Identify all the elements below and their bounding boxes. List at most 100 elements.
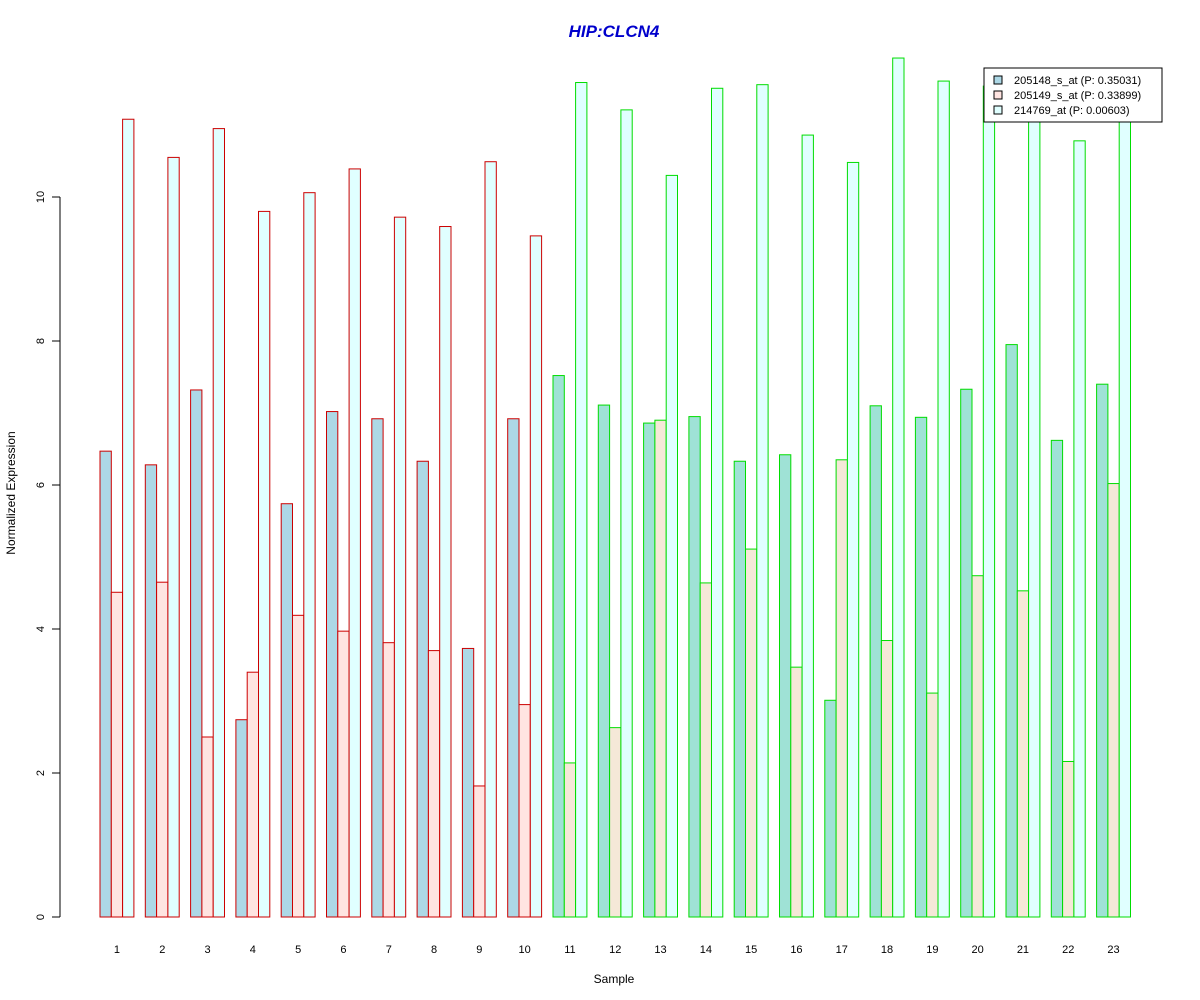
legend-entry: 205149_s_at (P: 0.33899) [1014,90,1141,102]
bar-14-series-2 [699,582,713,918]
x-tick-label: 17 [836,944,848,956]
x-tick-label: 22 [1062,944,1074,956]
bars-group [99,57,1131,918]
bar-13-series-3 [665,174,679,918]
x-tick-label: 4 [250,944,256,956]
bar-15-series-3 [756,84,769,918]
bar-15-series-1 [733,460,747,918]
bar-20-series-3 [982,85,996,918]
y-axis-label: Normalized Expression [4,431,18,554]
bar-4-series-1 [235,719,248,918]
legend: 205148_s_at (P: 0.35031) 205149_s_at (P: … [983,67,1163,123]
bar-20-series-2 [971,575,984,918]
x-tick-label: 8 [431,944,437,956]
x-tick-label: 18 [881,944,893,956]
legend-swatch [993,105,1003,115]
legend-entry: 214769_at (P: 0.00603) [1014,105,1130,117]
bar-16-series-1 [779,454,792,918]
bar-23-series-1 [1096,383,1109,918]
bar-1-series-3 [122,118,135,918]
bar-4-series-2 [246,671,259,918]
bar-10-series-2 [518,704,531,918]
bar-2-series-2 [156,581,169,918]
bar-21-series-2 [1016,590,1030,918]
legend-box [983,67,1163,123]
bar-7-series-2 [382,642,395,918]
bar-11-series-1 [552,375,565,918]
bar-21-series-1 [1005,344,1018,918]
bar-3-series-1 [190,389,203,918]
y-tick-label: 8 [35,338,47,344]
bar-5-series-2 [292,614,305,918]
bar-18-series-2 [880,640,894,918]
y-axis: 0 2 4 6 8 10 [35,191,61,920]
bar-17-series-3 [846,161,860,918]
bar-9-series-1 [461,647,475,918]
bar-6-series-1 [326,411,339,918]
x-tick-label: 10 [519,944,531,956]
bar-23-series-2 [1107,483,1120,918]
bar-22-series-3 [1073,140,1086,918]
bar-21-series-3 [1028,102,1041,918]
bar-23-series-3 [1118,110,1131,918]
x-tick-label: 13 [654,944,666,956]
bar-19-series-1 [914,416,928,918]
bar-12-series-3 [620,109,633,918]
bar-7-series-1 [371,418,384,918]
bar-2-series-3 [167,156,180,918]
bar-11-series-2 [563,762,577,918]
bar-5-series-3 [303,192,316,918]
x-tick-label: 20 [972,944,984,956]
x-tick-label: 12 [609,944,621,956]
bar-16-series-2 [790,666,803,918]
bar-18-series-1 [869,405,882,918]
legend-entry: 205148_s_at (P: 0.35031) [1014,75,1141,87]
y-tick-label: 6 [35,482,47,488]
y-tick-label: 0 [35,914,47,920]
legend-swatch [993,90,1003,100]
bar-4-series-3 [258,210,271,918]
x-tick-label: 16 [790,944,802,956]
bar-17-series-1 [824,699,837,918]
bar-19-series-2 [926,692,939,918]
x-axis-label: Sample [594,972,635,986]
bar-19-series-3 [937,80,950,918]
x-tick-label: 1 [114,944,120,956]
bar-20-series-1 [960,388,973,918]
bar-9-series-2 [473,785,486,918]
y-tick-label: 2 [35,770,47,776]
bar-10-series-3 [529,235,543,918]
bar-8-series-1 [416,460,429,918]
x-tick-label: 11 [564,944,575,956]
y-tick-label: 10 [35,191,47,203]
bar-10-series-1 [507,418,520,918]
bar-13-series-1 [643,422,656,918]
bar-3-series-3 [212,128,225,918]
bar-8-series-2 [427,650,441,918]
bar-7-series-3 [393,216,407,918]
bar-14-series-3 [711,87,724,918]
x-tick-label: 6 [340,944,346,956]
x-tick-label: 23 [1107,944,1119,956]
x-tick-label: 21 [1017,944,1029,956]
bar-17-series-2 [835,459,848,918]
x-tick-label: 9 [476,944,482,956]
bar-11-series-3 [575,82,588,918]
bar-22-series-2 [1062,760,1075,918]
x-tick-labels: 1 2 3 4 5 6 7 8 9 10 11 12 13 14 15 16 17 18 19 20 21 22 23 [114,944,1120,956]
legend-swatch [993,75,1003,85]
bar-12-series-2 [609,727,622,918]
bar-14-series-1 [688,416,701,918]
chart-title: HIP:CLCN4 [569,22,660,41]
bar-8-series-3 [439,226,452,918]
bar-6-series-3 [348,168,361,918]
bar-6-series-2 [337,630,350,918]
bar-18-series-3 [892,57,905,918]
bar-12-series-1 [597,404,611,918]
x-tick-label: 15 [745,944,757,956]
x-tick-label: 14 [700,944,712,956]
x-tick-label: 5 [295,944,301,956]
bar-9-series-3 [484,161,497,918]
bar-5-series-1 [280,503,294,918]
